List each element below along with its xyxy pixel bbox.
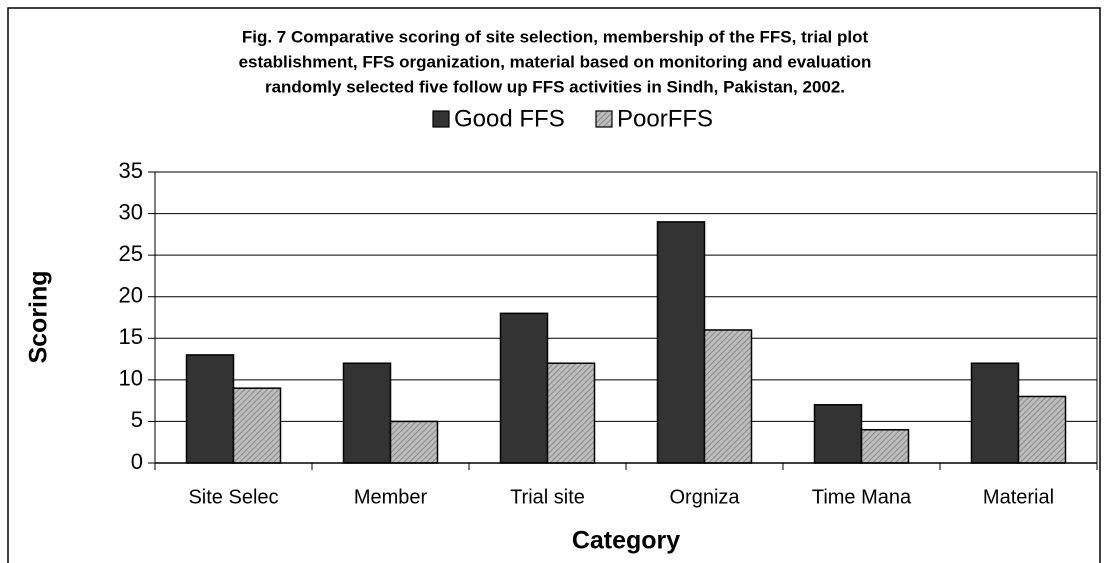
chart-title: establishment, FFS organization, materia…	[239, 52, 872, 71]
y-tick-label: 5	[131, 407, 143, 432]
y-tick-label: 0	[131, 449, 143, 474]
bar	[970, 362, 1020, 464]
y-tick-label: 25	[119, 241, 143, 266]
bar	[656, 221, 706, 464]
y-axis-title: Scoring	[25, 270, 53, 363]
x-tick-label: Site Selec	[188, 486, 278, 508]
bar	[499, 312, 549, 464]
x-tick-label: Orgniza	[669, 486, 740, 508]
bar	[185, 354, 235, 464]
x-tick-label: Material	[983, 486, 1054, 508]
bar	[546, 362, 596, 464]
bar	[1017, 395, 1067, 464]
bar	[342, 362, 392, 464]
legend-swatch	[432, 110, 450, 128]
bar	[813, 404, 863, 464]
y-tick-label: 20	[119, 283, 143, 308]
x-axis-title: Category	[572, 527, 680, 555]
legend-label: PoorFFS	[617, 105, 713, 132]
bar	[860, 428, 910, 464]
bar	[703, 329, 753, 464]
chart-title: Fig. 7 Comparative scoring of site selec…	[242, 27, 869, 46]
chart-frame	[7, 7, 1101, 563]
legend-swatch	[595, 110, 613, 128]
y-tick-label: 15	[119, 324, 143, 349]
x-tick-label: Time Mana	[812, 486, 912, 508]
y-tick-label: 35	[119, 158, 143, 183]
legend-label: Good FFS	[454, 105, 565, 132]
x-tick-label: Member	[354, 486, 428, 508]
y-tick-label: 10	[119, 366, 143, 391]
bar	[389, 420, 439, 464]
chart-title: randomly selected five follow up FFS act…	[265, 77, 845, 96]
y-tick-label: 30	[119, 199, 143, 224]
bar	[232, 387, 282, 464]
x-tick-label: Trial site	[510, 486, 585, 508]
